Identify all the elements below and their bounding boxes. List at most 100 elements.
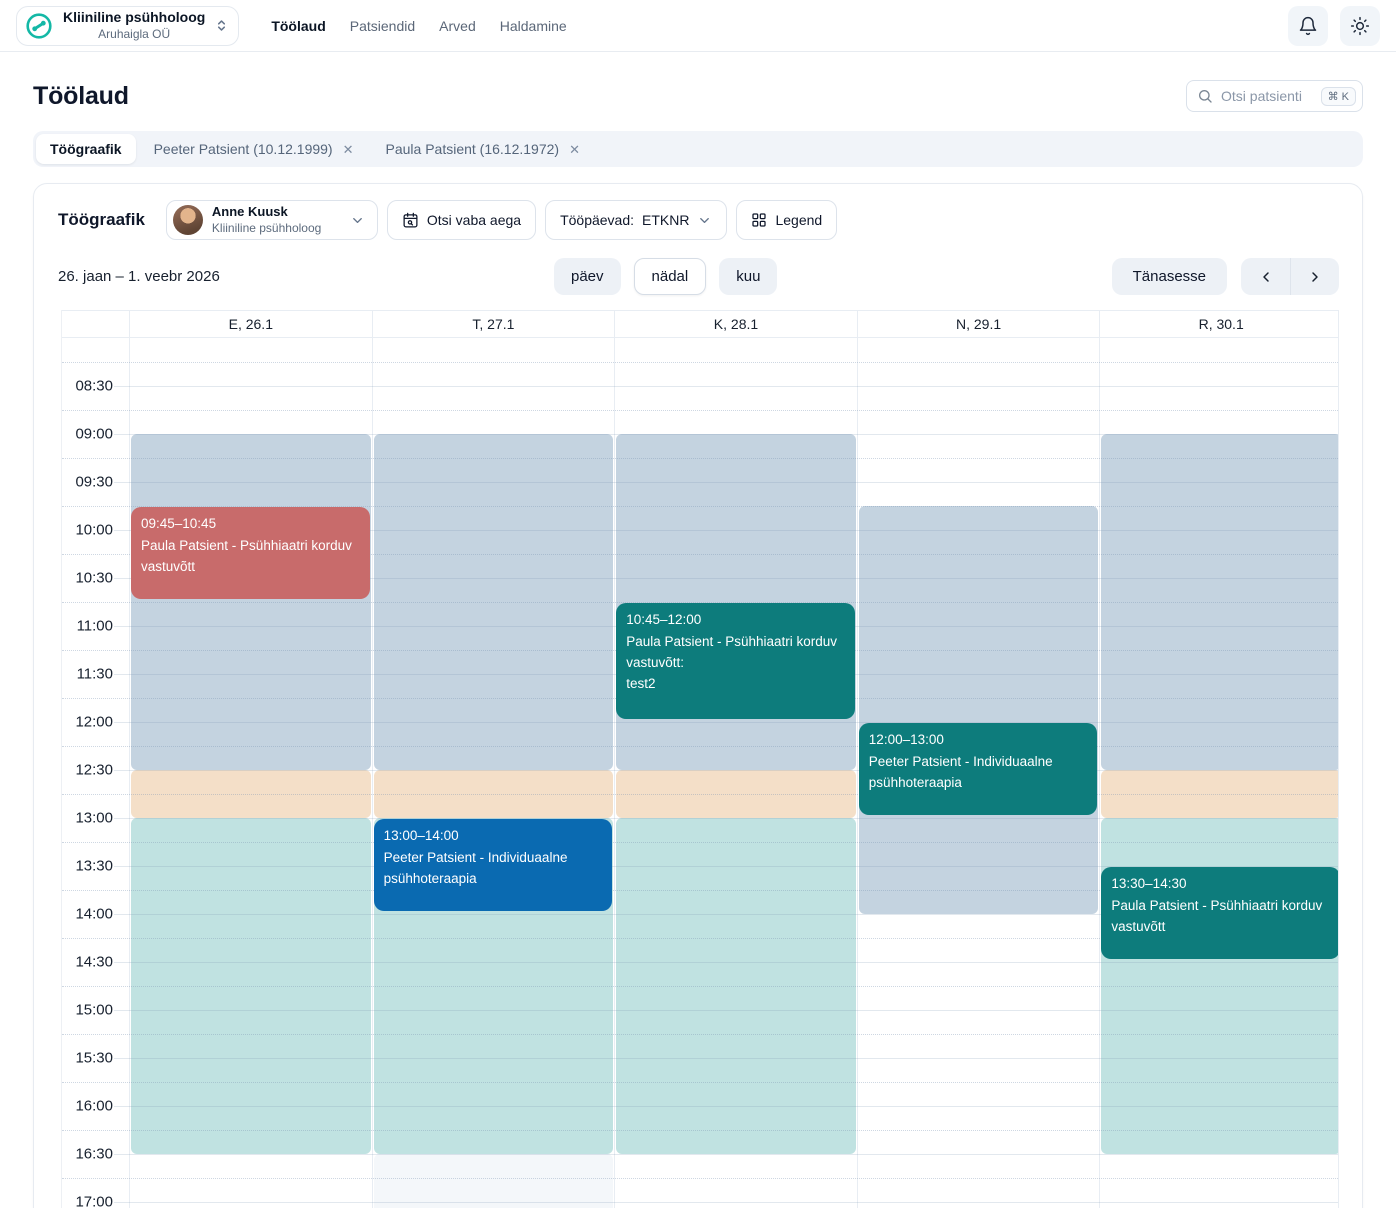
find-free-time-button[interactable]: Otsi vaba aega xyxy=(386,200,537,240)
availability-band xyxy=(373,770,614,818)
day-column-1[interactable]: 09:45–10:45 Paula Patsient - Psühhiaatri … xyxy=(129,338,372,1208)
time-label-09-30: 09:30 xyxy=(62,471,114,493)
day-column-2[interactable]: 13:00–14:00 Peeter Patsient - Individuaal… xyxy=(371,338,615,1208)
calendar-event[interactable]: 10:45–12:00 Paula Patsient - Psühhiaatri … xyxy=(616,603,855,719)
org-name: Kliiniline psühholoog xyxy=(63,9,206,26)
find-free-time-label: Otsi vaba aega xyxy=(426,212,522,228)
view-p-ev[interactable]: päev xyxy=(554,258,621,295)
pager xyxy=(1241,258,1339,295)
tab-t-graafik[interactable]: Töögraafik xyxy=(36,134,136,164)
chevron-left-icon xyxy=(1258,269,1274,285)
doctor-selector[interactable]: Anne Kuusk Kliiniline psühholoog xyxy=(165,200,378,240)
close-icon[interactable]: ✕ xyxy=(569,141,580,157)
tab-label: Peeter Patsient (10.12.1999) xyxy=(153,141,333,157)
notifications-button[interactable] xyxy=(1288,5,1328,46)
time-label-14-30: 14:30 xyxy=(62,951,114,973)
topbar: Kliiniline psühholoog Aruhaigla OÜ Tööla… xyxy=(0,0,1396,52)
chevron-down-icon xyxy=(697,213,712,228)
org-subtitle: Aruhaigla OÜ xyxy=(98,26,171,41)
event-note: test2 xyxy=(626,675,656,691)
bell-icon xyxy=(1298,16,1318,36)
availability-band xyxy=(373,434,614,770)
time-label-09-00: 09:00 xyxy=(62,423,114,445)
day-column-4[interactable]: 12:00–13:00 Peeter Patsient - Individuaal… xyxy=(856,338,1100,1208)
availability-band xyxy=(616,818,856,1154)
day-header-k-28-1: K, 28.1 xyxy=(614,311,857,337)
availability-band xyxy=(131,818,371,1154)
time-label-13-30: 13:30 xyxy=(62,855,114,877)
tab-paula-patsient-16-12-1972[interactable]: Paula Patsient (16.12.1972) ✕ xyxy=(372,134,594,164)
day-column-3[interactable]: 10:45–12:00 Paula Patsient - Psühhiaatri … xyxy=(614,338,857,1208)
main-nav: Töölaud Patsiendid Arved Haldamine xyxy=(271,18,566,34)
search-placeholder: Otsi patsienti xyxy=(1221,88,1302,104)
prev-week-button[interactable] xyxy=(1241,258,1290,295)
page-title: Töölaud xyxy=(33,81,129,110)
event-time: 13:00–14:00 xyxy=(383,828,459,843)
next-week-button[interactable] xyxy=(1290,258,1339,295)
availability-band xyxy=(616,770,856,818)
legend-button[interactable]: Legend xyxy=(736,200,838,240)
time-label-10-00: 10:00 xyxy=(62,519,114,541)
chevron-down-icon xyxy=(350,213,365,228)
workdays-value: ETKNR xyxy=(642,212,690,228)
day-header-t-27-1: T, 27.1 xyxy=(371,311,615,337)
theme-toggle-button[interactable] xyxy=(1340,5,1380,46)
nav-item-haldamine[interactable]: Haldamine xyxy=(499,17,567,34)
time-label-14-00: 14:00 xyxy=(62,903,114,925)
schedule-title: Töögraafik xyxy=(58,210,145,229)
availability-band xyxy=(131,434,371,770)
chevron-updown-icon xyxy=(215,18,228,33)
time-label-15-30: 15:30 xyxy=(62,1047,114,1069)
org-selector[interactable]: Kliiniline psühholoog Aruhaigla OÜ xyxy=(16,5,240,46)
time-label-15-00: 15:00 xyxy=(62,999,114,1021)
view-switcher: päev nädal kuu xyxy=(554,258,778,295)
time-label-08-30: 08:30 xyxy=(62,375,114,397)
nav-item-patsiendid[interactable]: Patsiendid xyxy=(349,17,416,34)
legend-label: Legend xyxy=(775,212,823,228)
date-range: 26. jaan – 1. veebr 2026 xyxy=(58,268,220,285)
calendar-event[interactable]: 09:45–10:45 Paula Patsient - Psühhiaatri … xyxy=(131,507,370,599)
nav-item-t-laud[interactable]: Töölaud xyxy=(271,17,326,34)
time-label-16-30: 16:30 xyxy=(62,1143,114,1165)
avatar xyxy=(172,205,203,235)
time-label-10-30: 10:30 xyxy=(62,567,114,589)
availability-band xyxy=(1101,770,1338,818)
view-n-dal[interactable]: nädal xyxy=(633,258,707,295)
calendar-search-icon xyxy=(402,212,419,229)
sun-icon xyxy=(1350,16,1370,36)
event-title: Peeter Patsient - Individuaalne psühhote… xyxy=(383,849,568,886)
day-column-5[interactable]: 13:30–14:30 Paula Patsient - Psühhiaatri … xyxy=(1099,338,1338,1208)
event-time: 12:00–13:00 xyxy=(868,732,944,747)
event-time: 09:45–10:45 xyxy=(141,516,217,531)
today-button[interactable]: Tänasesse xyxy=(1111,258,1227,295)
calendar-event[interactable]: 13:00–14:00 Peeter Patsient - Individuaal… xyxy=(373,819,613,911)
close-icon[interactable]: ✕ xyxy=(342,141,354,157)
availability-band xyxy=(616,434,856,770)
workdays-label: Tööpäevad: xyxy=(560,212,635,228)
tab-label: Töögraafik xyxy=(50,141,122,157)
event-title: Paula Patsient - Psühhiaatri korduv vast… xyxy=(141,537,352,574)
time-label-11-30: 11:30 xyxy=(62,663,114,685)
time-label-11-00: 11:00 xyxy=(62,615,114,637)
search-input[interactable]: Otsi patsienti ⌘ K xyxy=(1186,80,1363,112)
calendar-header-row: E, 26.1 T, 27.1 K, 28.1 N, 29.1 R, 30.1 xyxy=(62,310,1338,337)
calendar-event[interactable]: 12:00–13:00 Peeter Patsient - Individuaal… xyxy=(858,723,1098,815)
time-label-16-00: 16:00 xyxy=(62,1095,114,1117)
tab-label: Paula Patsient (16.12.1972) xyxy=(385,141,560,157)
time-label-12-00: 12:00 xyxy=(62,711,114,733)
schedule-card: Töögraafik Anne Kuusk Kliiniline psühhol… xyxy=(33,183,1363,1208)
nav-item-arved[interactable]: Arved xyxy=(439,17,476,34)
event-time: 13:30–14:30 xyxy=(1111,876,1187,891)
calendar-event[interactable]: 13:30–14:30 Paula Patsient - Psühhiaatri … xyxy=(1101,867,1338,959)
event-title: Peeter Patsient - Individuaalne psühhote… xyxy=(868,753,1053,790)
availability-band xyxy=(858,506,1099,914)
availability-band xyxy=(131,770,371,818)
workdays-select[interactable]: Tööpäevad: ETKNR xyxy=(545,200,728,240)
day-header-e-26-1: E, 26.1 xyxy=(129,311,372,337)
time-label-13-00: 13:00 xyxy=(62,807,114,829)
calendar: E, 26.1 T, 27.1 K, 28.1 N, 29.1 R, 30.1 09:4… xyxy=(61,310,1339,1208)
calendar-gutter-header xyxy=(62,311,129,337)
view-kuu[interactable]: kuu xyxy=(719,258,778,295)
tab-peeter-patsient-10-12-1999[interactable]: Peeter Patsient (10.12.1999) ✕ xyxy=(140,134,368,164)
calendar-body[interactable]: 09:45–10:45 Paula Patsient - Psühhiaatri … xyxy=(62,337,1338,1208)
